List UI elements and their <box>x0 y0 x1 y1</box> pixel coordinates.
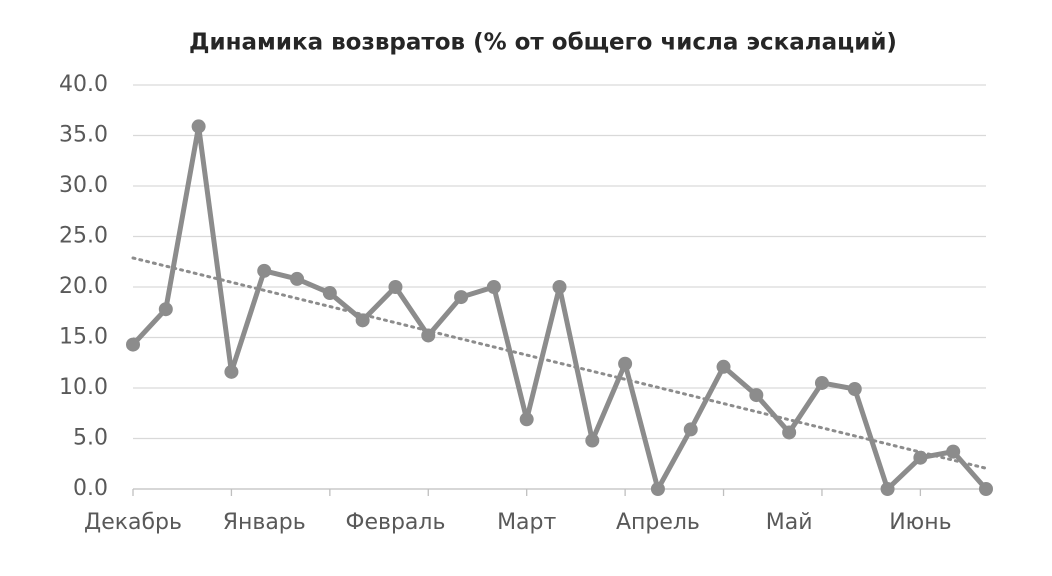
data-point <box>126 337 140 352</box>
data-point <box>257 263 272 278</box>
data-point <box>290 271 305 286</box>
data-point <box>552 280 567 294</box>
data-point <box>421 328 436 343</box>
data-point <box>979 482 993 496</box>
y-tick-label: 40.0 <box>59 72 108 97</box>
x-tick-label: Апрель <box>616 510 700 535</box>
y-tick-label: 30.0 <box>59 173 108 198</box>
data-point <box>782 425 797 440</box>
data-point <box>355 313 370 328</box>
data-point <box>224 364 239 379</box>
data-point <box>716 359 731 374</box>
data-point <box>585 433 600 448</box>
x-tick-label: Декабрь <box>84 510 182 535</box>
x-tick-label: Март <box>497 510 556 535</box>
data-point <box>946 444 961 459</box>
data-point <box>683 422 698 437</box>
data-point <box>519 412 534 427</box>
x-tick-label: Июнь <box>889 510 951 535</box>
data-point <box>880 482 895 496</box>
data-point <box>454 290 469 305</box>
data-point <box>618 356 633 371</box>
y-tick-label: 20.0 <box>59 274 108 299</box>
y-tick-label: 15.0 <box>59 325 108 350</box>
chart-title: Динамика возвратов (% от общего числа эс… <box>189 30 897 56</box>
data-point <box>191 119 206 134</box>
data-point <box>847 382 862 397</box>
y-tick-label: 5.0 <box>73 426 108 451</box>
trend-line <box>131 256 988 470</box>
data-point <box>814 375 829 390</box>
x-tick-label: Февраль <box>346 510 446 535</box>
data-point <box>388 280 403 294</box>
data-point <box>749 388 764 403</box>
data-point <box>913 450 928 465</box>
y-tick-label: 35.0 <box>59 123 108 148</box>
y-tick-label: 10.0 <box>59 375 108 400</box>
y-tick-label: 25.0 <box>59 224 108 249</box>
data-point <box>322 286 337 301</box>
x-tick-label: Январь <box>223 510 306 535</box>
data-point <box>650 482 665 496</box>
x-tick-label: Май <box>766 510 813 535</box>
data-point <box>158 302 173 317</box>
data-point <box>486 280 501 294</box>
y-tick-label: 0.0 <box>73 476 108 501</box>
